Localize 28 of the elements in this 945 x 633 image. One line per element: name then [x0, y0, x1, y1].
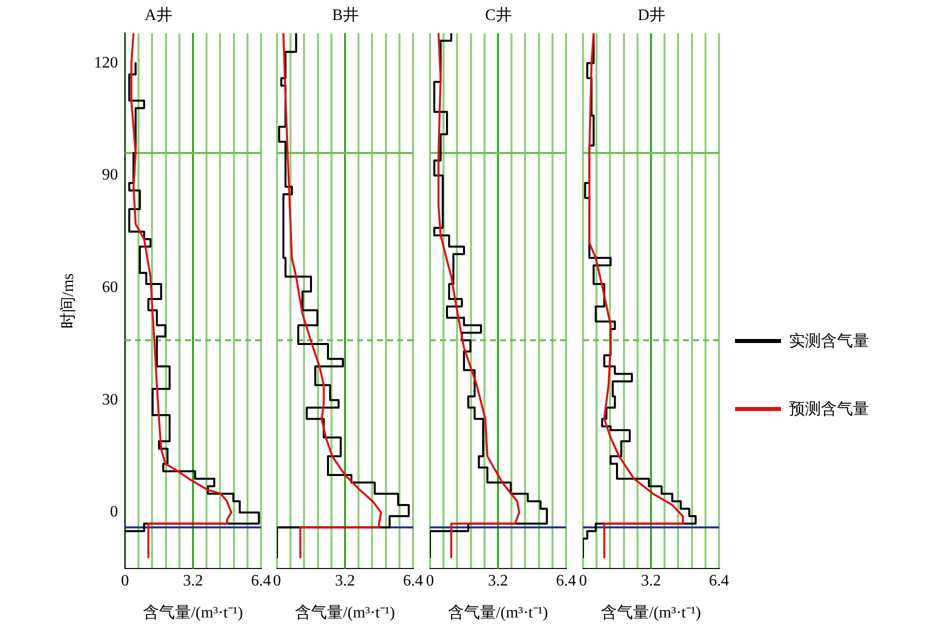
y-tick-label: 120	[94, 54, 118, 72]
x-tick-label: 0	[579, 572, 587, 590]
x-tick-label: 0	[426, 572, 434, 590]
x-tick-label: 3.2	[335, 572, 355, 590]
x-tick-label: 3.2	[488, 572, 508, 590]
x-axis-title: 含气量/(m³·t⁻¹)	[295, 604, 395, 622]
legend-label: 实测含气量	[789, 332, 869, 352]
chart-title: D井	[638, 6, 666, 24]
x-tick-label: 3.2	[183, 572, 203, 590]
x-tick-label: 6.4	[403, 572, 423, 590]
y-tick-label: 30	[102, 391, 118, 408]
y-tick-label: 0	[110, 504, 118, 521]
y-tick-label: 60	[102, 279, 118, 296]
y-tick-label: 90	[102, 166, 118, 184]
x-tick-label: 6.4	[709, 572, 729, 590]
x-axis-title: 含气量/(m³·t⁻¹)	[601, 604, 701, 622]
x-axis-title: 含气量/(m³·t⁻¹)	[143, 604, 243, 622]
legend-label: 预测含气量	[789, 400, 869, 420]
chart-title: B井	[332, 6, 359, 24]
x-tick-label: 0	[121, 572, 129, 590]
chart-title: C井	[485, 6, 512, 24]
x-tick-label: 6.4	[556, 572, 576, 590]
x-tick-label: 0	[273, 572, 281, 590]
chart-title: A井	[144, 6, 172, 24]
x-axis-title: 含气量/(m³·t⁻¹)	[448, 604, 548, 622]
x-tick-label: 6.4	[251, 572, 271, 590]
x-tick-label: 3.2	[641, 572, 661, 590]
y-axis-title: 时间/ms	[58, 273, 77, 328]
